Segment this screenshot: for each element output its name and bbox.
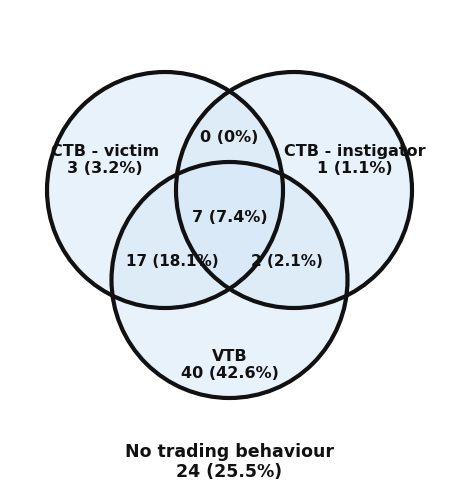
Circle shape bbox=[47, 72, 283, 308]
Text: 7 (7.4%): 7 (7.4%) bbox=[192, 210, 267, 226]
Text: CTB - instigator
1 (1.1%): CTB - instigator 1 (1.1%) bbox=[284, 144, 426, 176]
Text: 2 (2.1%): 2 (2.1%) bbox=[251, 254, 323, 270]
Text: 17 (18.1%): 17 (18.1%) bbox=[126, 254, 218, 270]
Text: VTB
40 (42.6%): VTB 40 (42.6%) bbox=[180, 349, 279, 381]
Text: No trading behaviour
24 (25.5%): No trading behaviour 24 (25.5%) bbox=[125, 442, 334, 482]
Circle shape bbox=[176, 72, 412, 308]
Text: 0 (0%): 0 (0%) bbox=[200, 130, 259, 146]
Circle shape bbox=[112, 162, 347, 398]
Text: CTB - victim
3 (3.2%): CTB - victim 3 (3.2%) bbox=[51, 144, 159, 176]
